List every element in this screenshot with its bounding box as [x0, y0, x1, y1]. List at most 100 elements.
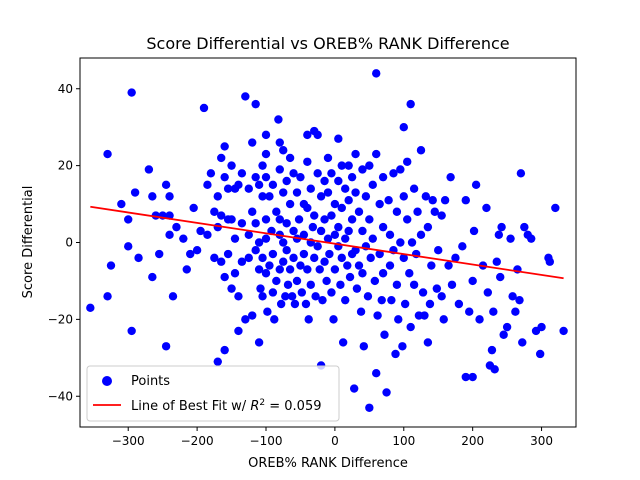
- data-point: [323, 188, 333, 197]
- data-point: [237, 219, 247, 228]
- data-point: [406, 322, 415, 332]
- data-point: [399, 192, 408, 201]
- data-point: [292, 188, 302, 197]
- data-point: [372, 368, 381, 378]
- data-point: [437, 211, 446, 220]
- data-point: [440, 196, 450, 205]
- data-point: [365, 161, 374, 170]
- data-point: [308, 222, 318, 232]
- data-point: [377, 295, 386, 305]
- data-point: [430, 207, 439, 216]
- data-point: [391, 349, 400, 359]
- data-point: [559, 326, 568, 336]
- data-point: [344, 161, 353, 170]
- data-point: [323, 153, 333, 163]
- y-axis: −40 −20 0 20 40: [48, 82, 80, 403]
- data-point: [281, 292, 290, 301]
- legend-points-label: Points: [131, 374, 170, 389]
- data-point: [289, 169, 298, 178]
- data-point: [482, 203, 491, 213]
- data-point: [363, 292, 373, 301]
- data-point: [373, 311, 382, 320]
- data-point: [261, 130, 271, 140]
- data-point: [275, 215, 284, 224]
- legend-box: [86, 365, 340, 422]
- data-point: [279, 257, 288, 266]
- x-tick-label: −200: [181, 434, 214, 448]
- x-tick-label: 0: [331, 434, 339, 448]
- data-point: [475, 315, 484, 324]
- data-point: [337, 253, 346, 263]
- data-point: [358, 269, 367, 278]
- data-point: [316, 192, 326, 201]
- data-point: [471, 180, 481, 190]
- data-point: [289, 253, 298, 263]
- data-point: [398, 342, 407, 351]
- data-point: [439, 315, 448, 324]
- data-point: [217, 257, 226, 266]
- data-point: [506, 234, 515, 243]
- data-point: [248, 207, 257, 216]
- data-point: [451, 253, 460, 263]
- data-point: [179, 234, 188, 243]
- data-point: [496, 272, 505, 282]
- data-point: [244, 184, 253, 193]
- data-point: [527, 234, 536, 243]
- data-point: [297, 288, 307, 297]
- data-point: [294, 215, 304, 224]
- data-point: [217, 153, 226, 163]
- data-point: [400, 299, 410, 309]
- data-point: [275, 165, 284, 174]
- data-point: [375, 249, 384, 259]
- data-point: [220, 172, 229, 182]
- data-point: [213, 192, 222, 201]
- data-point: [320, 257, 329, 266]
- data-point: [287, 292, 297, 301]
- x-tick-label: −300: [112, 434, 145, 448]
- data-point: [329, 315, 338, 324]
- y-tick-label: 40: [58, 82, 73, 96]
- data-point: [258, 161, 267, 170]
- data-point: [385, 261, 395, 270]
- data-point: [392, 280, 402, 289]
- data-point: [227, 161, 236, 170]
- data-point: [234, 326, 243, 336]
- data-point: [370, 276, 380, 286]
- data-point: [492, 257, 501, 266]
- data-point: [423, 222, 433, 232]
- data-point: [359, 342, 369, 351]
- data-point: [365, 215, 374, 224]
- data-point: [272, 207, 281, 216]
- data-point: [270, 315, 279, 324]
- data-point: [210, 207, 219, 216]
- data-point: [203, 180, 212, 190]
- data-point: [327, 211, 336, 220]
- data-point: [344, 196, 353, 205]
- data-point: [385, 230, 395, 240]
- data-point: [334, 222, 343, 232]
- data-point: [86, 303, 95, 313]
- data-point: [520, 222, 529, 232]
- data-point: [407, 238, 417, 247]
- data-point: [341, 234, 350, 243]
- data-point: [405, 269, 414, 278]
- data-point: [469, 226, 479, 236]
- data-point: [103, 292, 112, 301]
- data-point: [380, 330, 389, 339]
- data-point: [196, 226, 205, 236]
- data-point: [337, 203, 346, 213]
- data-point: [468, 372, 477, 382]
- data-point: [392, 207, 402, 216]
- data-point: [368, 234, 377, 243]
- data-point: [437, 292, 446, 301]
- data-point: [351, 149, 360, 159]
- data-point: [213, 357, 222, 366]
- data-point: [303, 265, 312, 274]
- data-point: [396, 165, 405, 174]
- data-point: [330, 265, 340, 274]
- data-point: [296, 261, 305, 270]
- legend: Points Line of Best Fit w/ R2 = 0.059: [86, 365, 340, 422]
- data-point: [289, 226, 298, 236]
- fit-line-layer: [90, 205, 564, 280]
- data-point: [327, 288, 336, 297]
